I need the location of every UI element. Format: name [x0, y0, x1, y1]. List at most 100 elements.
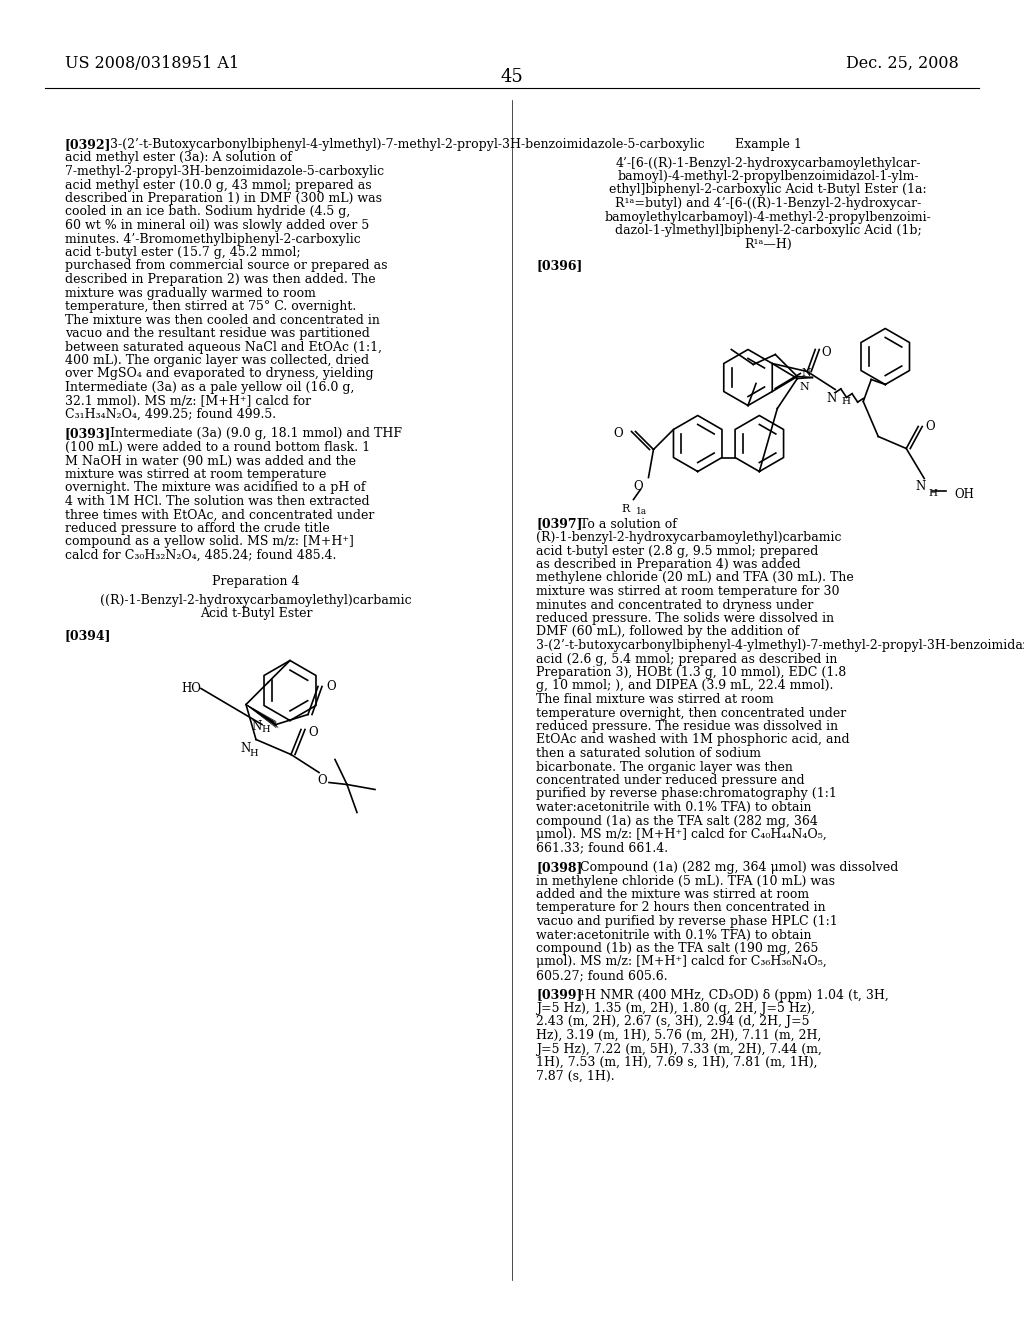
Text: N: N: [915, 480, 926, 494]
Text: Intermediate (3a) as a pale yellow oil (16.0 g,: Intermediate (3a) as a pale yellow oil (…: [65, 381, 354, 393]
Text: N: N: [826, 392, 837, 404]
Text: water:acetonitrile with 0.1% TFA) to obtain: water:acetonitrile with 0.1% TFA) to obt…: [536, 801, 811, 814]
Text: N: N: [241, 742, 251, 755]
Text: ethyl]biphenyl-2-carboxylic Acid t-Butyl Ester (1a:: ethyl]biphenyl-2-carboxylic Acid t-Butyl…: [609, 183, 927, 197]
Text: N: N: [252, 719, 262, 733]
Text: mixture was stirred at room temperature: mixture was stirred at room temperature: [65, 469, 327, 480]
Text: Hz), 3.19 (m, 1H), 5.76 (m, 2H), 7.11 (m, 2H,: Hz), 3.19 (m, 1H), 5.76 (m, 2H), 7.11 (m…: [536, 1030, 821, 1041]
Text: Preparation 3), HOBt (1.3 g, 10 mmol), EDC (1.8: Preparation 3), HOBt (1.3 g, 10 mmol), E…: [536, 667, 846, 678]
Text: water:acetonitrile with 0.1% TFA) to obtain: water:acetonitrile with 0.1% TFA) to obt…: [536, 928, 811, 941]
Polygon shape: [246, 705, 279, 729]
Text: Dec. 25, 2008: Dec. 25, 2008: [846, 55, 959, 73]
Text: reduced pressure. The residue was dissolved in: reduced pressure. The residue was dissol…: [536, 719, 838, 733]
Text: (100 mL) were added to a round bottom flask. 1: (100 mL) were added to a round bottom fl…: [65, 441, 370, 454]
Text: H: H: [250, 750, 258, 759]
Text: methylene chloride (20 mL) and TFA (30 mL). The: methylene chloride (20 mL) and TFA (30 m…: [536, 572, 854, 585]
Text: purified by reverse phase:chromatography (1:1: purified by reverse phase:chromatography…: [536, 788, 837, 800]
Text: O: O: [821, 346, 830, 359]
Text: reduced pressure. The solids were dissolved in: reduced pressure. The solids were dissol…: [536, 612, 835, 624]
Text: acid (2.6 g, 5.4 mmol; prepared as described in: acid (2.6 g, 5.4 mmol; prepared as descr…: [536, 652, 838, 665]
Text: 7.87 (s, 1H).: 7.87 (s, 1H).: [536, 1069, 614, 1082]
Text: J=5 Hz), 1.35 (m, 2H), 1.80 (q, 2H, J=5 Hz),: J=5 Hz), 1.35 (m, 2H), 1.80 (q, 2H, J=5 …: [536, 1002, 815, 1015]
Text: purchased from commercial source or prepared as: purchased from commercial source or prep…: [65, 260, 387, 272]
Text: mixture was gradually warmed to room: mixture was gradually warmed to room: [65, 286, 315, 300]
Text: bicarbonate. The organic layer was then: bicarbonate. The organic layer was then: [536, 760, 793, 774]
Text: M NaOH in water (90 mL) was added and the: M NaOH in water (90 mL) was added and th…: [65, 454, 356, 467]
Text: OH: OH: [954, 488, 974, 502]
Text: μmol). MS m/z: [M+H⁺] calcd for C₃₆H₃₆N₄O₅,: μmol). MS m/z: [M+H⁺] calcd for C₃₆H₃₆N₄…: [536, 956, 826, 969]
Text: compound (1b) as the TFA salt (190 mg, 265: compound (1b) as the TFA salt (190 mg, 2…: [536, 942, 818, 954]
Text: acid t-butyl ester (2.8 g, 9.5 mmol; prepared: acid t-butyl ester (2.8 g, 9.5 mmol; pre…: [536, 544, 818, 557]
Text: Intermediate (3a) (9.0 g, 18.1 mmol) and THF: Intermediate (3a) (9.0 g, 18.1 mmol) and…: [110, 428, 402, 441]
Text: J=5 Hz), 7.22 (m, 5H), 7.33 (m, 2H), 7.44 (m,: J=5 Hz), 7.22 (m, 5H), 7.33 (m, 2H), 7.4…: [536, 1043, 822, 1056]
Text: described in Preparation 2) was then added. The: described in Preparation 2) was then add…: [65, 273, 376, 286]
Text: reduced pressure to afford the crude title: reduced pressure to afford the crude tit…: [65, 521, 330, 535]
Text: 400 mL). The organic layer was collected, dried: 400 mL). The organic layer was collected…: [65, 354, 369, 367]
Text: overnight. The mixture was acidified to a pH of: overnight. The mixture was acidified to …: [65, 482, 366, 495]
Text: 605.27; found 605.6.: 605.27; found 605.6.: [536, 969, 668, 982]
Text: (R)-1-benzyl-2-hydroxycarbamoylethyl)carbamic: (R)-1-benzyl-2-hydroxycarbamoylethyl)car…: [536, 531, 842, 544]
Text: 4 with 1M HCl. The solution was then extracted: 4 with 1M HCl. The solution was then ext…: [65, 495, 370, 508]
Text: acid t-butyl ester (15.7 g, 45.2 mmol;: acid t-butyl ester (15.7 g, 45.2 mmol;: [65, 246, 301, 259]
Text: C₃₁H₃₄N₂O₄, 499.25; found 499.5.: C₃₁H₃₄N₂O₄, 499.25; found 499.5.: [65, 408, 276, 421]
Text: as described in Preparation 4) was added: as described in Preparation 4) was added: [536, 558, 801, 572]
Text: 60 wt % in mineral oil) was slowly added over 5: 60 wt % in mineral oil) was slowly added…: [65, 219, 370, 232]
Text: calcd for C₃₀H₃₂N₂O₄, 485.24; found 485.4.: calcd for C₃₀H₃₂N₂O₄, 485.24; found 485.…: [65, 549, 336, 562]
Text: temperature, then stirred at 75° C. overnight.: temperature, then stirred at 75° C. over…: [65, 300, 356, 313]
Text: 661.33; found 661.4.: 661.33; found 661.4.: [536, 842, 668, 854]
Text: then a saturated solution of sodium: then a saturated solution of sodium: [536, 747, 761, 760]
Text: ¹H NMR (400 MHz, CD₃OD) δ (ppm) 1.04 (t, 3H,: ¹H NMR (400 MHz, CD₃OD) δ (ppm) 1.04 (t,…: [580, 989, 889, 1002]
Text: 45: 45: [501, 69, 523, 86]
Text: acid methyl ester (10.0 g, 43 mmol; prepared as: acid methyl ester (10.0 g, 43 mmol; prep…: [65, 178, 372, 191]
Text: bamoyl)-4-methyl-2-propylbenzoimidazol-1-ylm-: bamoyl)-4-methyl-2-propylbenzoimidazol-1…: [617, 170, 919, 183]
Text: O: O: [926, 420, 935, 433]
Text: in methylene chloride (5 mL). TFA (10 mL) was: in methylene chloride (5 mL). TFA (10 mL…: [536, 874, 835, 887]
Text: 3-(2’-t-butoxycarbonylbiphenyl-4-ylmethyl)-7-methyl-2-propyl-3H-benzoimidazole-5: 3-(2’-t-butoxycarbonylbiphenyl-4-ylmethy…: [536, 639, 1024, 652]
Text: 1a: 1a: [636, 507, 646, 516]
Text: added and the mixture was stirred at room: added and the mixture was stirred at roo…: [536, 888, 809, 902]
Text: [0392]: [0392]: [65, 139, 112, 150]
Text: Acid t-Butyl Ester: Acid t-Butyl Ester: [200, 607, 312, 620]
Text: O: O: [308, 726, 317, 738]
Text: Preparation 4: Preparation 4: [212, 574, 300, 587]
Text: concentrated under reduced pressure and: concentrated under reduced pressure and: [536, 774, 805, 787]
Text: [0398]: [0398]: [536, 861, 583, 874]
Text: dazol-1-ylmethyl]biphenyl-2-carboxylic Acid (1b;: dazol-1-ylmethyl]biphenyl-2-carboxylic A…: [614, 224, 922, 238]
Text: 4’-[6-((R)-1-Benzyl-2-hydroxycarbamoylethylcar-: 4’-[6-((R)-1-Benzyl-2-hydroxycarbamoylet…: [615, 157, 921, 169]
Text: between saturated aqueous NaCl and EtOAc (1:1,: between saturated aqueous NaCl and EtOAc…: [65, 341, 382, 354]
Text: O: O: [326, 681, 336, 693]
Text: H: H: [842, 397, 850, 407]
Text: temperature overnight, then concentrated under: temperature overnight, then concentrated…: [536, 706, 846, 719]
Text: 1H), 7.53 (m, 1H), 7.69 s, 1H), 7.81 (m, 1H),: 1H), 7.53 (m, 1H), 7.69 s, 1H), 7.81 (m,…: [536, 1056, 817, 1069]
Text: compound (1a) as the TFA salt (282 mg, 364: compound (1a) as the TFA salt (282 mg, 3…: [536, 814, 818, 828]
Text: N: N: [802, 367, 811, 378]
Text: N: N: [800, 383, 809, 392]
Text: minutes and concentrated to dryness under: minutes and concentrated to dryness unde…: [536, 598, 813, 611]
Text: [0394]: [0394]: [65, 630, 112, 642]
Text: 7-methyl-2-propyl-3H-benzoimidazole-5-carboxylic: 7-methyl-2-propyl-3H-benzoimidazole-5-ca…: [65, 165, 384, 178]
Text: [0399]: [0399]: [536, 989, 583, 1002]
Text: EtOAc and washed with 1M phosphoric acid, and: EtOAc and washed with 1M phosphoric acid…: [536, 734, 850, 747]
Text: ((R)-1-Benzyl-2-hydroxycarbamoylethyl)carbamic: ((R)-1-Benzyl-2-hydroxycarbamoylethyl)ca…: [100, 594, 412, 607]
Text: [0397]: [0397]: [536, 517, 583, 531]
Text: [0396]: [0396]: [536, 259, 583, 272]
Text: R¹ᵃ—H): R¹ᵃ—H): [744, 238, 792, 251]
Text: HO: HO: [181, 682, 201, 696]
Text: [0393]: [0393]: [65, 428, 112, 441]
Text: μmol). MS m/z: [M+H⁺] calcd for C₄₀H₄₄N₄O₅,: μmol). MS m/z: [M+H⁺] calcd for C₄₀H₄₄N₄…: [536, 828, 826, 841]
Text: H: H: [928, 488, 937, 498]
Text: R¹ᵃ=butyl) and 4’-[6-((R)-1-Benzyl-2-hydroxycar-: R¹ᵃ=butyl) and 4’-[6-((R)-1-Benzyl-2-hyd…: [614, 197, 922, 210]
Text: acid methyl ester (3a): A solution of: acid methyl ester (3a): A solution of: [65, 152, 292, 165]
Text: 32.1 mmol). MS m/z: [M+H⁺] calcd for: 32.1 mmol). MS m/z: [M+H⁺] calcd for: [65, 395, 311, 408]
Text: bamoylethylcarbamoyl)-4-methyl-2-propylbenzoimi-: bamoylethylcarbamoyl)-4-methyl-2-propylb…: [604, 210, 932, 223]
Text: O: O: [634, 479, 643, 492]
Text: vacuo and purified by reverse phase HPLC (1:1: vacuo and purified by reverse phase HPLC…: [536, 915, 838, 928]
Text: cooled in an ice bath. Sodium hydride (4.5 g,: cooled in an ice bath. Sodium hydride (4…: [65, 206, 350, 219]
Text: DMF (60 mL), followed by the addition of: DMF (60 mL), followed by the addition of: [536, 626, 800, 639]
Text: The final mixture was stirred at room: The final mixture was stirred at room: [536, 693, 774, 706]
Text: 3-(2’-t-Butoxycarbonylbiphenyl-4-ylmethyl)-7-methyl-2-propyl-3H-benzoimidazole-5: 3-(2’-t-Butoxycarbonylbiphenyl-4-ylmethy…: [110, 139, 705, 150]
Text: described in Preparation 1) in DMF (300 mL) was: described in Preparation 1) in DMF (300 …: [65, 191, 382, 205]
Text: three times with EtOAc, and concentrated under: three times with EtOAc, and concentrated…: [65, 508, 375, 521]
Text: O: O: [613, 426, 624, 440]
Text: Example 1: Example 1: [734, 139, 802, 150]
